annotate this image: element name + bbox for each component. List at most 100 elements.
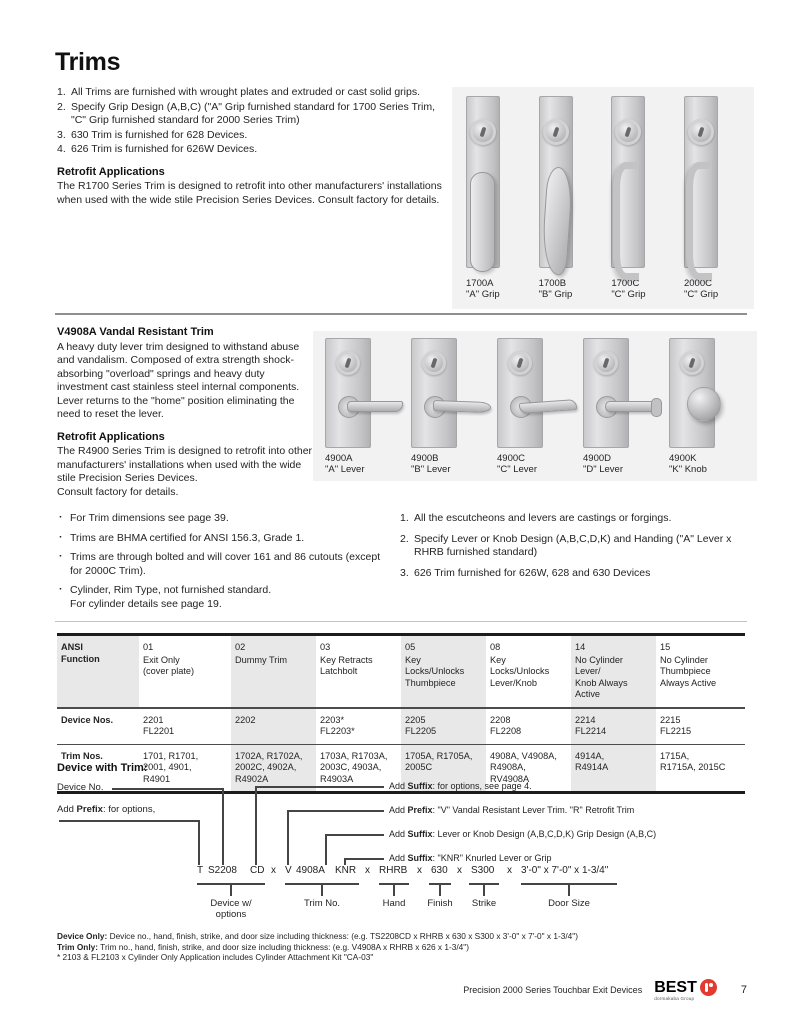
footnote-trim-only: Trim Only: Trim no., hand, finish, strik… [57,941,469,952]
cell-device-05: 2205 FL2205 [401,707,486,744]
note-item: Trims are BHMA certified for ANSI 156.3,… [57,531,392,546]
cylinder-icon [508,351,532,375]
intro-item: 2. Specify Grip Design (A,B,C) ("A" Grip … [57,100,436,127]
bracket-label-finish: Finish [427,898,453,909]
lever-photo-b [411,338,492,451]
cylinder-icon [422,351,446,375]
footnote-device-only: Device Only: Device no., hand, finish, s… [57,931,578,941]
formula-finish: 630 [431,865,448,876]
diagram-connector-lines [59,786,617,896]
knob-photo-k [669,338,745,451]
lever-a [347,401,403,412]
cylinder-icon [680,351,704,375]
figure-caption: "A" Lever [325,464,365,475]
retrofit-heading: Retrofit Applications [57,165,165,178]
cell-trim-02: 1702A, R1702A, 2002C, 4902A, R4902A [231,744,316,793]
cell-trim-14: 4914A, R4914A [571,744,656,793]
cell-trim-01: 1701, R1701, 2001, 4901, R4901 [143,750,199,784]
figure-caption: "C" Lever [497,464,538,475]
section-divider [55,313,747,315]
grip-a-handle [470,172,495,272]
col-header-02: 02 Dummy Trim [231,634,316,708]
escutcheon-notes-list: 1. All the escutcheons and levers are cas… [400,512,752,587]
figure-4900c: 4900C "C" Lever [497,338,578,475]
device-with-trim-heading: Device with Trim: [57,762,148,774]
cell-device-14: 2214 FL2214 [571,707,656,744]
figure-model: 2000C [683,278,712,289]
figure-model: 1700C [611,278,640,289]
vandal-trim-section: V4908A Vandal Resistant Trim A heavy dut… [57,326,315,499]
formula-x: x [365,865,370,876]
prefix-v-label: Add Prefix: "V" Vandal Resistant Lever T… [389,805,635,815]
retrofit-body: The R1700 Series Trim is designed to ret… [57,180,442,206]
figure-model: 1700B [538,278,567,289]
cell-trim-03: 1703A, R1703A, 2003C, 4903A, R4903A [320,750,388,784]
formula-prefix-v: V [285,865,292,876]
device-no-label: Device No. [57,782,104,793]
lever-photo-a [325,338,403,451]
lever-b [432,399,492,414]
vandal-heading: V4908A Vandal Resistant Trim [57,326,214,338]
cell-device-01: 2201 FL2201 [143,714,175,737]
figure-1700b: 1700B "B" Grip [538,96,595,301]
cell-device-15: 2215 FL2215 [660,714,692,737]
device-nos-row: Device Nos. 2201 FL2201 2202 2203* FL220… [57,707,745,744]
figure-model: 4900B [411,453,439,464]
lever-d [605,398,662,417]
col-header-08: 08 Key Locks/Unlocks Lever/Knob [490,642,550,688]
suffix-options-label: Add Suffix: for options, see page 4. [389,781,532,791]
connector-prefix-v [287,810,384,865]
cell-trim-08: 4908A, V4908A, R4908A, RV4908A [490,750,557,784]
intro-section: 1. All Trims are furnished with wrought p… [57,86,449,207]
footnote-cylinder: * 2103 & FL2103 x Cylinder Only Applicat… [57,952,374,963]
formula-strike: S300 [471,865,495,876]
bracket-strike [469,883,499,896]
bracket-label-hand: Hand [382,898,406,909]
dormakaba-group-text: dormakaba Group [654,996,695,1001]
grip-c-handle [613,162,640,280]
figure-model: 4900A [325,453,353,464]
figure-caption: "A" Grip [466,289,500,300]
figure-caption: "C" Grip [611,289,646,300]
intro-item: 4. 626 Trim is furnished for 626W Devices… [57,143,258,155]
row-label: Trim Nos. [61,750,103,761]
col-header-15: 15 No Cylinder Thumbpiece Always Active [660,642,717,688]
table-header-row: ANSI Function 01 Exit Only (cover plate) … [57,634,745,708]
cell-trim-15: 1715A, R1715A, 2015C [660,750,726,773]
intro-item: 3. 630 Trim is furnished for 628 Devices. [57,128,248,141]
list-table-divider [55,621,747,622]
order-code-diagram: Device No. Add Prefix: for options, Add … [57,779,749,925]
figure-4900a: 4900A "A" Lever [325,338,403,475]
formula-hand: RHRB [379,865,408,876]
trim-notes-list: For Trim dimensions see page 39. Trims a… [57,511,392,617]
grip-photo-c [611,96,667,280]
cell-device-02: 2202 [231,707,316,744]
ansi-function-table: ANSI Function 01 Exit Only (cover plate) … [57,633,745,794]
page-footer: Precision 2000 Series Touchbar Exit Devi… [57,979,747,1002]
formula-x: x [271,865,276,876]
vandal-body: A heavy duty lever trim designed to with… [57,340,300,421]
bracket-device [197,883,265,896]
row-label: Device Nos. [61,714,114,725]
grip-photo-c2 [683,96,740,280]
formula-prefix-t: T [197,865,204,876]
grips-image-panel: 1700A "A" Grip 1700B "B" Grip 1700C "C" Gri… [452,87,754,309]
figure-caption: "B" Grip [538,289,573,300]
suffix-design-label: Add Suffix: Lever or Knob Design (A,B,C,… [389,829,657,839]
levers-image-panel: 4900A "A" Lever 4900B "B" Lever 4900C "C" L… [313,331,757,481]
col-header-05: 05 Key Locks/Unlocks Thumbpiece [401,634,486,708]
figure-model: 4900D [583,453,611,464]
knob-k [687,387,721,421]
formula-x: x [417,865,422,876]
dormakaba-mark-icon [699,979,717,996]
connector-suffix-options [255,786,384,865]
note-item: Cylinder, Rim Type, not furnished standa… [57,583,392,611]
best-logo: BEST dormakaba Group [654,979,717,1002]
figure-caption: "D" Lever [583,464,624,475]
cell-device-08: 2208 FL2208 [490,714,522,737]
figure-4900d: 4900D "D" Lever [583,338,662,475]
cylinder-icon [470,119,496,145]
bracket-hand [379,883,409,896]
figure-1700c: 1700C "C" Grip [611,96,667,301]
cell-trim-05: 1705A, R1705A, 2005C [401,744,486,793]
